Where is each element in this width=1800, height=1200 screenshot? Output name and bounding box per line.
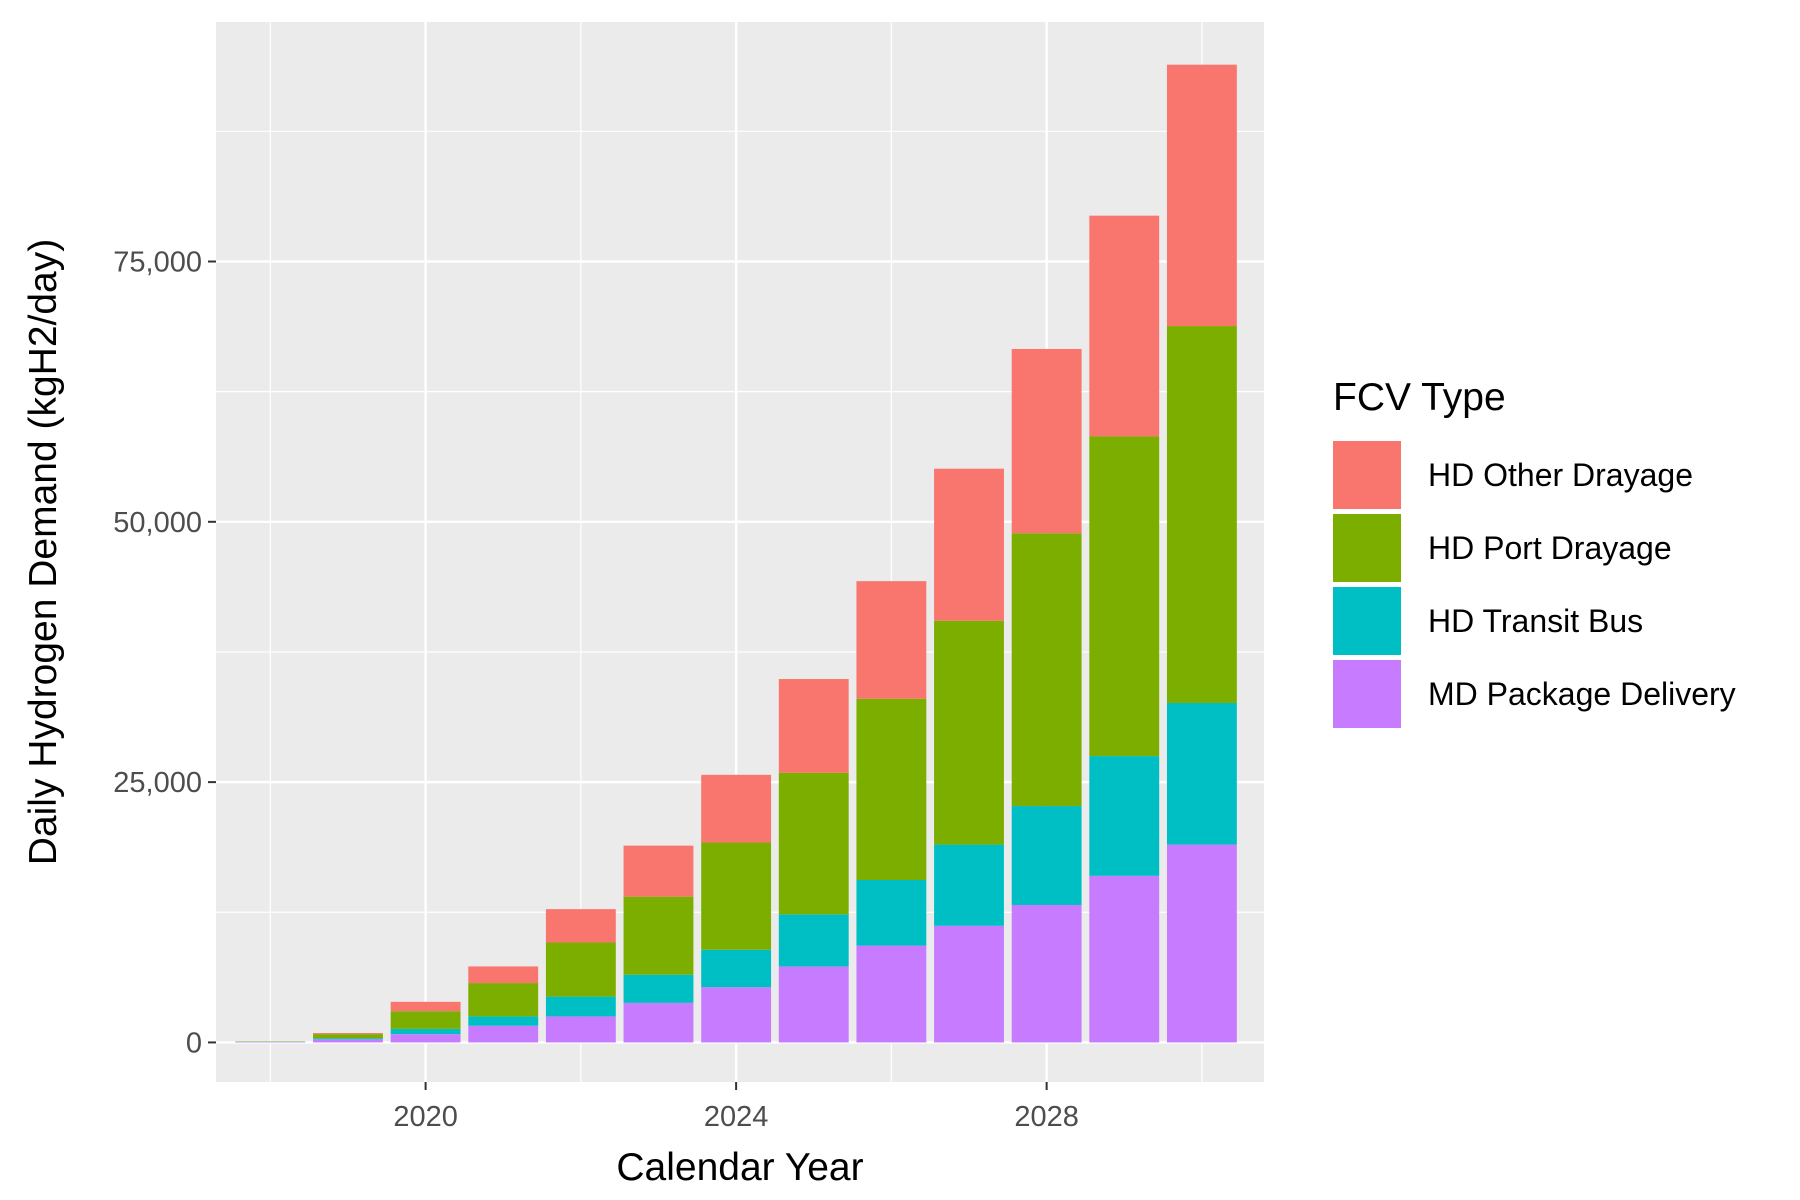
bar-segment xyxy=(1089,436,1160,757)
bar-segment xyxy=(856,879,927,946)
bar-segment xyxy=(701,842,772,950)
bar-segment xyxy=(390,1034,461,1043)
bar-segment xyxy=(623,896,694,975)
y-tick-label: 25,000 xyxy=(113,767,202,799)
bar-segment xyxy=(1089,756,1160,876)
bar-segment xyxy=(934,844,1004,926)
bars xyxy=(235,64,1237,1043)
bar-segment xyxy=(313,1039,383,1043)
bar-segment xyxy=(1089,875,1160,1043)
x-tick-label: 2024 xyxy=(704,1101,769,1133)
bar-segment xyxy=(390,1011,461,1029)
bar-segment xyxy=(545,942,616,997)
bar-segment xyxy=(1166,702,1237,845)
bar-segment xyxy=(390,1028,461,1035)
legend-key xyxy=(1333,660,1401,728)
bar-segment xyxy=(623,1002,694,1043)
x-tick-label: 2028 xyxy=(1014,1101,1079,1133)
legend-label: HD Transit Bus xyxy=(1428,603,1643,639)
bar-segment xyxy=(778,679,849,773)
bar-segment xyxy=(856,581,927,699)
bar-segment xyxy=(390,1001,461,1012)
bar-segment xyxy=(778,966,849,1043)
x-axis-title: Calendar Year xyxy=(616,1146,863,1189)
bar-segment xyxy=(1011,904,1082,1043)
bar-segment xyxy=(468,1016,539,1026)
bar-segment xyxy=(934,925,1004,1043)
bar-segment xyxy=(1166,64,1237,327)
y-axis: 0 25,000 50,000 75,000 xyxy=(113,246,216,1059)
x-axis: 2020 2024 2028 xyxy=(393,1082,1079,1133)
bar-segment xyxy=(623,845,694,897)
bar-segment xyxy=(701,774,772,843)
bar-segment xyxy=(1166,844,1237,1043)
bar-segment xyxy=(1011,806,1082,905)
legend-label: MD Package Delivery xyxy=(1428,676,1736,712)
bar-segment xyxy=(701,949,772,988)
bar-segment xyxy=(545,996,616,1017)
bar-segment xyxy=(856,698,927,880)
bar-segment xyxy=(468,983,539,1017)
bar-segment xyxy=(701,987,772,1043)
bar-segment xyxy=(856,945,927,1043)
bar-segment xyxy=(778,772,849,915)
bar-segment xyxy=(934,620,1004,845)
bar-segment xyxy=(313,1038,383,1040)
bar-segment xyxy=(545,909,616,943)
y-tick-label: 0 xyxy=(186,1027,202,1059)
legend-key xyxy=(1333,441,1401,509)
legend: FCV Type HD Other Drayage HD Port Drayage… xyxy=(1333,376,1736,728)
bar-segment xyxy=(1011,533,1082,807)
legend-label: HD Port Drayage xyxy=(1428,530,1672,566)
legend-key xyxy=(1333,587,1401,655)
bar-segment xyxy=(1089,215,1160,437)
bar-segment xyxy=(623,974,694,1003)
y-axis-title: Daily Hydrogen Demand (kgH2/day) xyxy=(22,239,65,865)
bar-segment xyxy=(934,468,1004,621)
x-tick-label: 2020 xyxy=(393,1101,458,1133)
legend-key xyxy=(1333,514,1401,582)
bar-segment xyxy=(545,1016,616,1043)
bar-segment xyxy=(1011,348,1082,534)
bar-segment xyxy=(1166,326,1237,703)
legend-title: FCV Type xyxy=(1333,376,1506,419)
y-tick-label: 50,000 xyxy=(113,507,202,539)
bar-segment xyxy=(778,914,849,967)
bar-segment xyxy=(468,966,539,984)
bar-segment xyxy=(313,1034,383,1039)
bar-segment xyxy=(313,1033,383,1035)
y-tick-label: 75,000 xyxy=(113,246,202,278)
bar-segment xyxy=(468,1025,539,1043)
bar-segment xyxy=(235,1041,306,1043)
legend-label: HD Other Drayage xyxy=(1428,457,1693,493)
